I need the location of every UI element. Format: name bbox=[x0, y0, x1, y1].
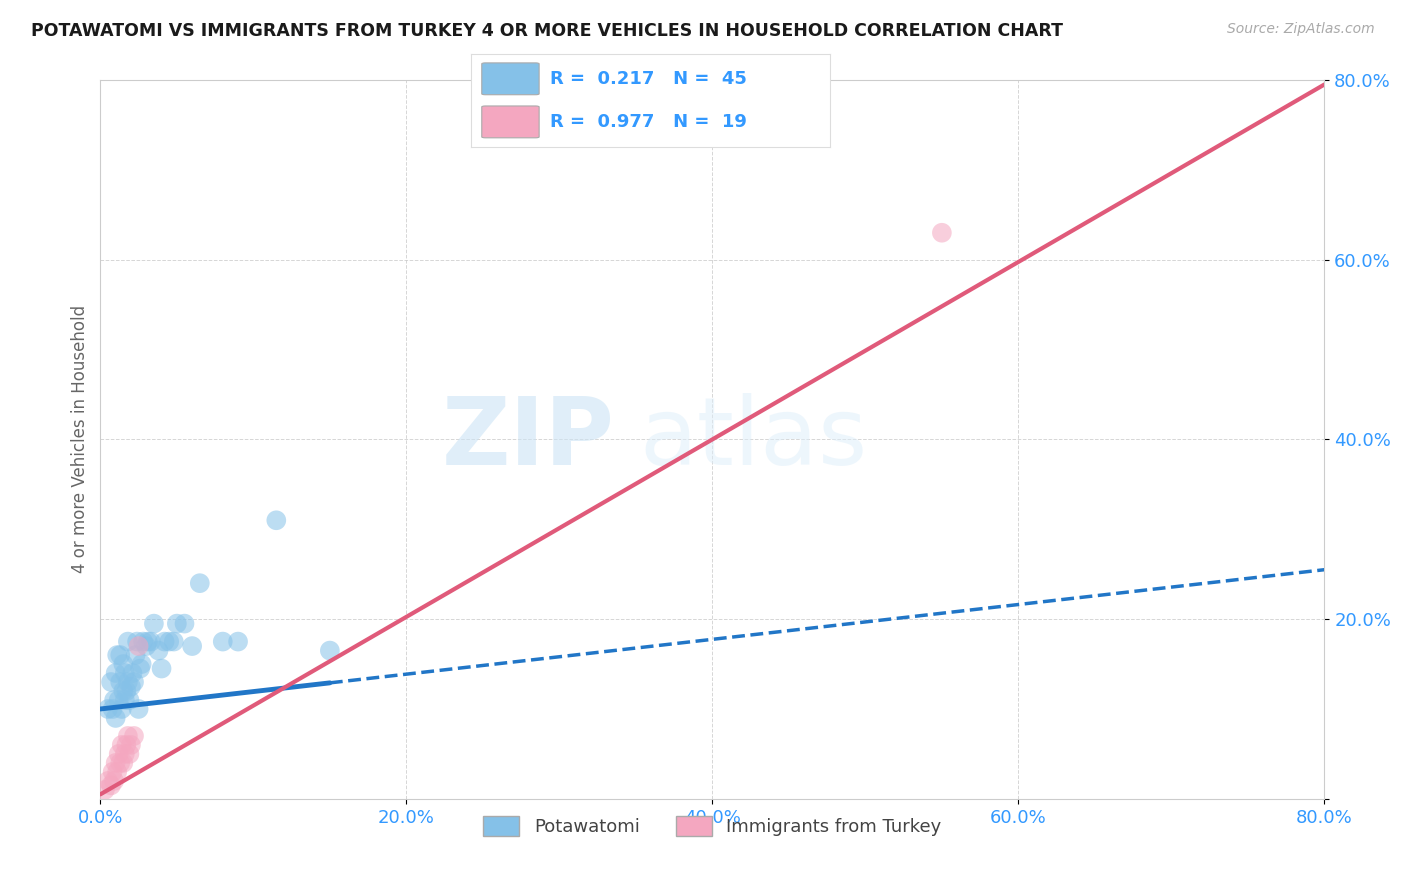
Point bbox=[111, 702, 134, 716]
Point bbox=[125, 634, 148, 648]
Point bbox=[118, 693, 141, 707]
Point bbox=[148, 643, 170, 657]
Point bbox=[122, 729, 145, 743]
Legend: Potawatomi, Immigrants from Turkey: Potawatomi, Immigrants from Turkey bbox=[477, 808, 949, 844]
Point bbox=[131, 657, 153, 671]
FancyBboxPatch shape bbox=[482, 106, 538, 138]
Point bbox=[100, 675, 122, 690]
Point bbox=[157, 634, 180, 648]
Point bbox=[128, 639, 150, 653]
Point bbox=[110, 756, 132, 770]
Point bbox=[173, 616, 195, 631]
Point bbox=[166, 616, 188, 631]
Point bbox=[266, 513, 288, 527]
Point bbox=[124, 648, 146, 662]
Point bbox=[105, 648, 128, 662]
Point bbox=[150, 661, 173, 675]
Point bbox=[139, 634, 162, 648]
Point bbox=[120, 738, 142, 752]
FancyBboxPatch shape bbox=[482, 63, 538, 95]
Point bbox=[115, 684, 138, 698]
Point bbox=[117, 675, 139, 690]
Point bbox=[97, 773, 120, 788]
Point bbox=[112, 684, 135, 698]
Point bbox=[129, 661, 152, 675]
Point bbox=[110, 675, 132, 690]
Text: R =  0.977   N =  19: R = 0.977 N = 19 bbox=[550, 113, 747, 131]
Text: Source: ZipAtlas.com: Source: ZipAtlas.com bbox=[1227, 22, 1375, 37]
Point bbox=[226, 634, 249, 648]
Point bbox=[100, 778, 122, 792]
Text: ZIP: ZIP bbox=[441, 393, 614, 485]
Point bbox=[94, 782, 117, 797]
Point bbox=[101, 702, 124, 716]
Point bbox=[122, 675, 145, 690]
Point bbox=[112, 657, 135, 671]
Text: R =  0.217   N =  45: R = 0.217 N = 45 bbox=[550, 70, 747, 87]
Point bbox=[211, 634, 233, 648]
Point bbox=[104, 711, 127, 725]
Point bbox=[105, 764, 128, 779]
Point bbox=[103, 693, 125, 707]
Point bbox=[114, 666, 136, 681]
Point bbox=[136, 634, 159, 648]
Point bbox=[107, 747, 129, 761]
Point bbox=[107, 693, 129, 707]
Point bbox=[135, 639, 157, 653]
Point bbox=[101, 764, 124, 779]
Point bbox=[104, 756, 127, 770]
Point bbox=[128, 702, 150, 716]
Point bbox=[112, 756, 135, 770]
Point bbox=[114, 747, 136, 761]
Point bbox=[319, 643, 342, 657]
Point bbox=[120, 680, 142, 694]
Point bbox=[118, 747, 141, 761]
Point bbox=[163, 634, 186, 648]
Point bbox=[132, 634, 155, 648]
Point bbox=[181, 639, 204, 653]
Point bbox=[111, 738, 134, 752]
Text: POTAWATOMI VS IMMIGRANTS FROM TURKEY 4 OR MORE VEHICLES IN HOUSEHOLD CORRELATION: POTAWATOMI VS IMMIGRANTS FROM TURKEY 4 O… bbox=[31, 22, 1063, 40]
Point bbox=[115, 738, 138, 752]
Point bbox=[97, 702, 120, 716]
Point bbox=[121, 666, 143, 681]
Point bbox=[117, 634, 139, 648]
Point bbox=[188, 576, 211, 591]
Point bbox=[931, 226, 953, 240]
Text: atlas: atlas bbox=[638, 393, 868, 485]
Y-axis label: 4 or more Vehicles in Household: 4 or more Vehicles in Household bbox=[72, 305, 89, 574]
Point bbox=[114, 693, 136, 707]
Point bbox=[104, 666, 127, 681]
Point bbox=[110, 648, 132, 662]
Point bbox=[153, 634, 176, 648]
Point bbox=[103, 773, 125, 788]
Point bbox=[117, 729, 139, 743]
Point bbox=[142, 616, 165, 631]
